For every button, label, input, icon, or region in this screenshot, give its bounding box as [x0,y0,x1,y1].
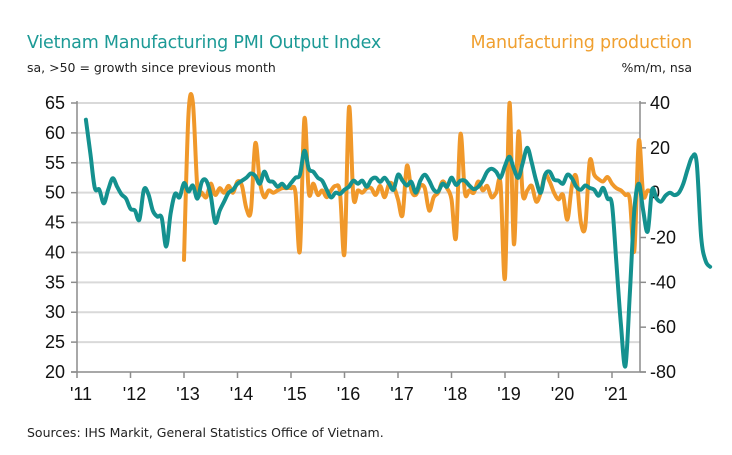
left-tick-label: 55 [45,153,65,173]
x-tick-label: '21 [604,384,627,404]
left-tick-label: 40 [45,242,65,262]
axes [71,101,646,373]
right-tick-label: -40 [650,272,676,292]
right-tick-label: -20 [650,228,676,248]
left-tick-label: 35 [45,272,65,292]
left-axis-ticks: 65 60 55 50 45 40 35 30 25 20 [45,93,77,382]
x-tick-label: '16 [337,384,360,404]
x-tick-label: '17 [390,384,413,404]
x-tick-label: '14 [230,384,253,404]
x-tick-label: '18 [444,384,467,404]
left-tick-label: 45 [45,213,65,233]
pmi-subtitle: sa, >50 = growth since previous month [27,60,276,75]
left-tick-label: 60 [45,123,65,143]
right-tick-label: -60 [650,317,676,337]
right-tick-label: -80 [650,362,676,382]
left-tick-label: 25 [45,332,65,352]
right-tick-label: 40 [650,93,670,113]
left-tick-label: 65 [45,93,65,113]
left-tick-label: 30 [45,302,65,322]
pmi-output-line [83,117,713,369]
source-note: Sources: IHS Markit, General Statistics … [27,425,384,440]
x-tick-label: '19 [497,384,520,404]
x-axis-ticks: '11 '12 '13 '14 '15 '16 '17 '18 '19 '20 '21 [70,372,628,404]
series-lines [83,92,713,369]
left-tick-label: 50 [45,183,65,203]
x-tick-label: '15 [283,384,306,404]
x-tick-label: '12 [123,384,146,404]
x-tick-label: '20 [551,384,574,404]
left-tick-label: 20 [45,362,65,382]
x-tick-label: '11 [70,384,92,404]
right-tick-label: 20 [650,138,670,158]
x-tick-label: '13 [176,384,199,404]
production-title: Manufacturing production [470,33,693,53]
production-subtitle: %m/m, nsa [621,60,692,75]
pmi-title: Vietnam Manufacturing PMI Output Index [27,33,382,53]
